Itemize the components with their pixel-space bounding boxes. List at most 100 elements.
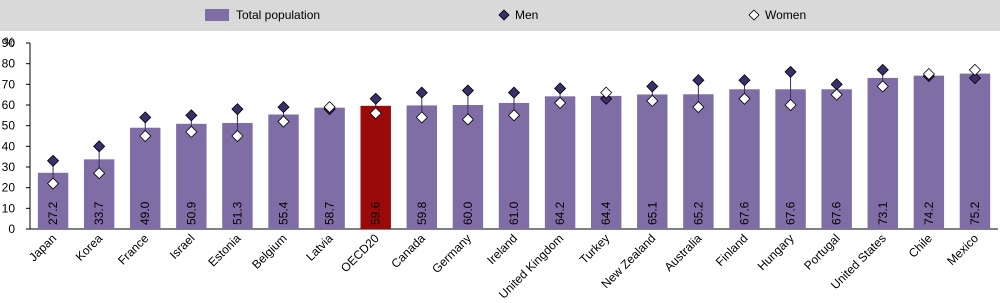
legend-swatch	[205, 9, 229, 21]
legend-marker	[748, 9, 760, 21]
bar	[775, 89, 806, 229]
marker	[369, 92, 382, 105]
x-tick-label: Japan	[26, 231, 59, 264]
bar	[867, 77, 898, 229]
y-axis-label: %	[4, 35, 15, 49]
y-tick-label: 30	[2, 160, 16, 174]
x-tick-label: France	[115, 231, 152, 268]
marker	[830, 78, 843, 91]
marker	[93, 167, 106, 180]
x-tick-label: Turkey	[577, 231, 613, 267]
bar	[130, 127, 161, 229]
bar	[406, 105, 438, 229]
marker	[139, 129, 152, 143]
y-tick-label: 80	[2, 57, 16, 71]
bar	[498, 102, 530, 229]
marker	[46, 154, 60, 167]
value-label: 55.4	[277, 201, 291, 225]
bar	[360, 105, 391, 229]
marker	[461, 113, 474, 126]
marker	[93, 140, 106, 153]
value-label: 58.7	[323, 201, 337, 225]
marker	[507, 86, 521, 99]
marker	[968, 63, 982, 76]
marker	[415, 111, 428, 124]
legend-label: Men	[515, 8, 538, 22]
legend-marker	[498, 9, 510, 21]
value-label: 67.6	[784, 201, 798, 225]
y-tick-label: 40	[2, 139, 16, 153]
value-label: 49.0	[138, 201, 152, 225]
marker	[600, 86, 613, 99]
bar	[637, 94, 668, 230]
x-tick-label: Ireland	[484, 231, 520, 267]
y-tick-label: 0	[8, 222, 15, 236]
x-tick-label: Hungary	[755, 231, 797, 273]
x-tick-label: Finland	[713, 231, 751, 269]
x-tick-label: OECD20	[338, 231, 382, 275]
value-label: 51.3	[230, 201, 244, 225]
x-tick-label: Belgium	[249, 231, 290, 272]
value-label: 64.2	[553, 201, 567, 225]
marker	[830, 88, 843, 101]
marker	[692, 101, 705, 114]
marker	[46, 177, 60, 190]
y-tick-label: 10	[2, 201, 16, 215]
value-label: 61.0	[507, 201, 521, 225]
marker	[968, 72, 982, 85]
marker	[507, 109, 521, 122]
value-label: 27.2	[46, 201, 60, 225]
y-tick-label: 50	[2, 119, 16, 133]
x-tick-label: Israel	[167, 231, 198, 262]
marker	[554, 96, 567, 109]
marker	[646, 94, 659, 107]
x-tick-label: Mexico	[944, 231, 981, 268]
marker	[784, 65, 797, 78]
bar	[590, 95, 622, 229]
bar	[544, 96, 576, 229]
marker	[369, 107, 382, 120]
bar	[683, 94, 714, 230]
x-tick-label: Portugal	[801, 231, 843, 273]
value-label: 65.2	[691, 201, 705, 225]
x-tick-label: Estonia	[205, 231, 243, 269]
bar	[959, 73, 991, 229]
marker	[646, 80, 659, 93]
bar	[821, 89, 852, 229]
bar	[268, 114, 299, 229]
marker	[323, 101, 336, 114]
marker	[231, 129, 244, 143]
y-tick-label: 20	[2, 181, 16, 195]
value-label: 65.1	[645, 201, 659, 225]
marker	[876, 80, 889, 93]
x-tick-label: Latvia	[303, 231, 336, 264]
value-label: 74.2	[922, 201, 936, 225]
marker	[922, 67, 935, 81]
bar	[176, 123, 207, 229]
y-tick-label: 70	[2, 77, 16, 91]
marker	[461, 84, 474, 97]
marker	[231, 103, 244, 116]
y-tick-label: 60	[2, 98, 16, 112]
marker	[600, 92, 613, 105]
marker	[738, 92, 751, 105]
marker	[784, 98, 797, 112]
marker	[185, 109, 198, 122]
value-label: 64.4	[599, 201, 613, 225]
marker	[692, 74, 705, 87]
value-label: 67.6	[737, 201, 751, 225]
marker	[876, 63, 889, 76]
value-label: 67.6	[830, 201, 844, 225]
marker	[277, 101, 290, 114]
marker	[738, 74, 751, 87]
bar	[913, 75, 945, 229]
marker	[277, 115, 290, 128]
x-tick-label: Germany	[429, 231, 474, 276]
marker	[415, 86, 428, 99]
value-label: 60.0	[461, 201, 475, 225]
bar	[729, 89, 760, 229]
value-label: 33.7	[92, 201, 106, 225]
value-label: 59.8	[415, 201, 429, 225]
value-label: 75.2	[968, 201, 982, 225]
value-label: 59.6	[369, 201, 383, 225]
